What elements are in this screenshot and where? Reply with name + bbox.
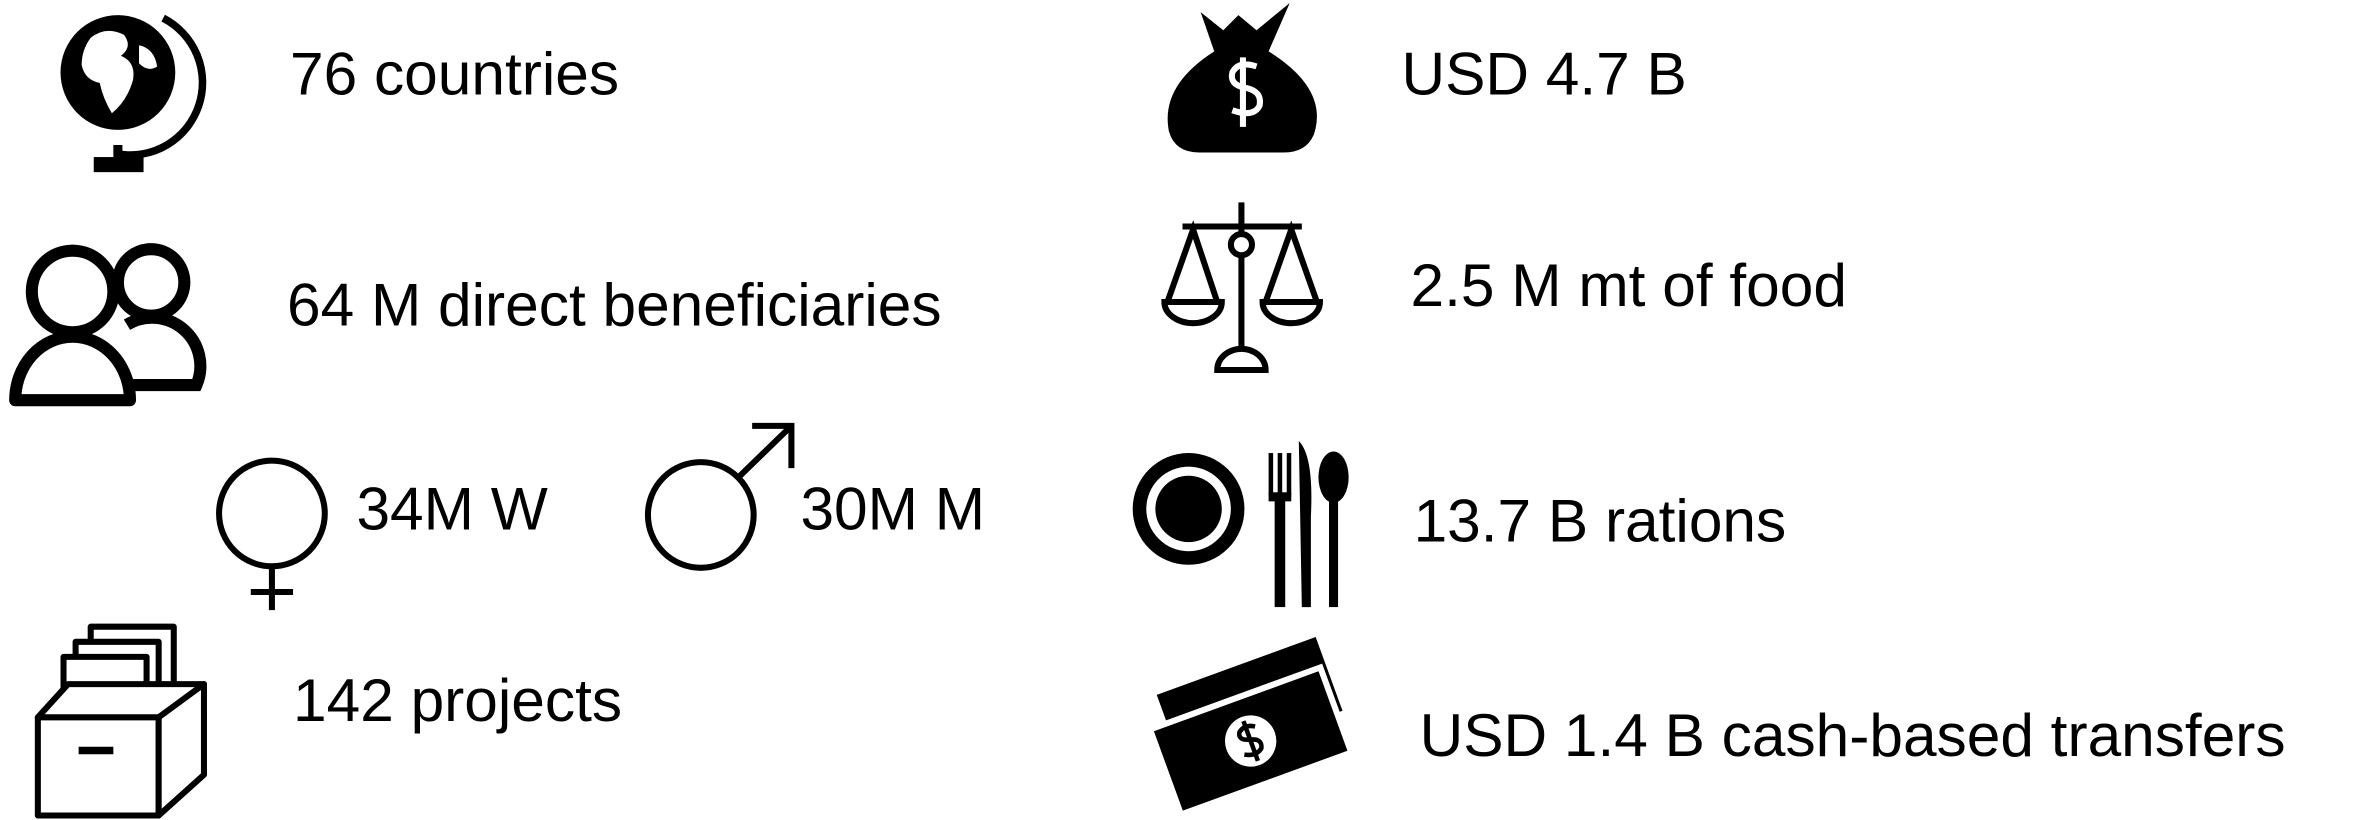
money-bag-icon: [1167, 3, 1317, 153]
plate-icon: [1132, 440, 1349, 608]
people-icon: [9, 243, 207, 407]
stat-label: 30M M: [800, 474, 985, 542]
box-icon: [34, 623, 207, 819]
stat-label: 13.7 B rations: [1414, 486, 1787, 554]
stat-label: 142 projects: [293, 666, 622, 734]
female-icon: [216, 457, 328, 611]
stat-label: 2.5 M mt of food: [1411, 251, 1847, 319]
stat-label: 64 M direct beneficiaries: [287, 271, 942, 339]
globe-icon: [60, 14, 207, 173]
cash-icon: [1146, 636, 1356, 819]
stat-label: USD 4.7 B: [1401, 39, 1686, 107]
stat-label: 34M W: [356, 474, 547, 542]
stat-label: USD 1.4 B cash-based transfers: [1420, 701, 2286, 769]
male-icon: [644, 422, 795, 571]
stat-label: 76 countries: [290, 39, 619, 107]
scales-icon: [1161, 202, 1323, 374]
